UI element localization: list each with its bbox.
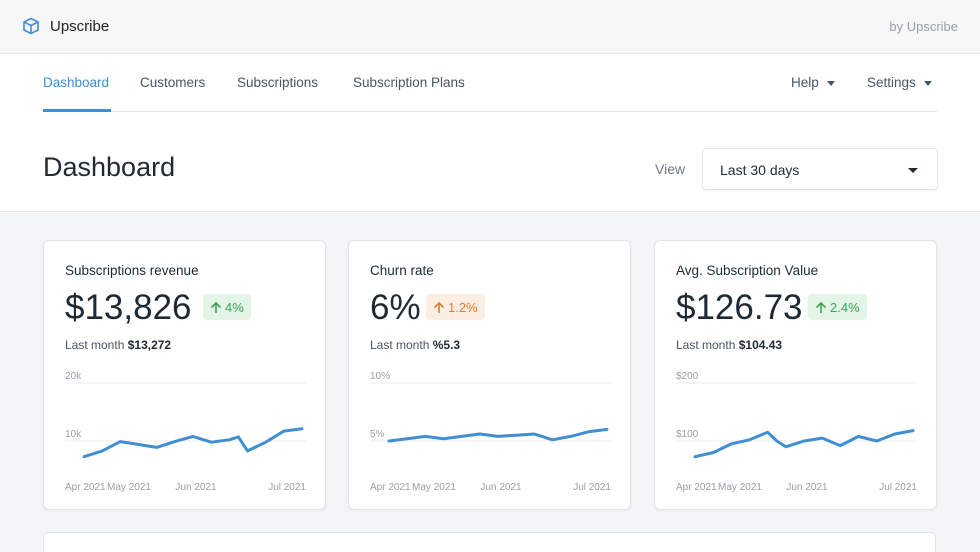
metric-card-churn: Churn rate 6% 1.2% Last month %5.3 10% 5%…: [348, 240, 631, 510]
main-nav: Dashboard Customers Subscriptions Subscr…: [43, 54, 937, 112]
last-month-value: $104.43: [738, 338, 783, 352]
x-tick-label: Jul 2021: [879, 482, 917, 493]
change-badge: 2.4%: [808, 294, 867, 320]
active-tab-indicator: [43, 109, 111, 112]
last-month-value: %5.3: [432, 338, 461, 352]
last-month: Last month $104.43: [676, 338, 782, 352]
chevron-down-icon: [908, 168, 918, 173]
card-value: $13,826: [65, 288, 192, 327]
last-month-label: Last month: [65, 338, 125, 352]
series-line: [387, 427, 609, 443]
last-month: Last month $13,272: [65, 338, 171, 352]
card-value: 6%: [370, 288, 421, 327]
last-month: Last month %5.3: [370, 338, 460, 352]
byline: by Upscribe: [889, 19, 958, 34]
view-label: View: [655, 161, 686, 177]
nav-item-settings[interactable]: Settings: [867, 75, 932, 90]
change-value: 4%: [225, 299, 244, 315]
y-tick-label: 20k: [65, 371, 82, 382]
card-value: $126.73: [676, 288, 803, 327]
y-tick-label: $200: [676, 371, 699, 382]
change-badge: 1.2%: [426, 294, 485, 320]
y-tick-label: $100: [676, 429, 699, 440]
arrow-up-icon: [815, 301, 827, 313]
change-value: 1.2%: [448, 299, 478, 315]
nav-item-subscriptions[interactable]: Subscriptions: [237, 75, 319, 90]
card-title: Subscriptions revenue: [65, 263, 199, 278]
x-tick-label: Apr 2021: [65, 482, 106, 493]
arrow-up-icon: [210, 301, 222, 313]
series-line: [82, 427, 304, 459]
help-label: Help: [791, 75, 819, 90]
revenue-chart: 20k 10k Apr 2021 May 2021 Jun 2021 Jul 2021: [65, 371, 306, 493]
series-line: [693, 429, 915, 459]
nav-item-subscription-plans[interactable]: Subscription Plans: [353, 75, 465, 90]
settings-label: Settings: [867, 75, 916, 90]
x-tick-label: Jun 2021: [175, 482, 217, 493]
y-tick-label: 10k: [65, 429, 82, 440]
x-tick-label: May 2021: [718, 482, 762, 493]
card-title: Churn rate: [370, 263, 434, 278]
brand[interactable]: Upscribe: [22, 17, 109, 35]
x-tick-label: May 2021: [412, 482, 456, 493]
app-name: Upscribe: [50, 17, 110, 35]
chevron-down-icon: [826, 80, 835, 86]
card-title: Avg. Subscription Value: [676, 263, 819, 278]
page-header: Dashboard Customers Subscriptions Subscr…: [0, 54, 980, 212]
bottom-card: [43, 532, 936, 552]
change-badge: 4%: [203, 294, 251, 320]
x-tick-label: Jul 2021: [268, 482, 306, 493]
change-value: 2.4%: [830, 299, 860, 315]
metric-card-revenue: Subscriptions revenue $13,826 4% Last mo…: [43, 240, 326, 510]
avg-value-chart: $200 $100 Apr 2021 May 2021 Jun 2021 Jul 2021: [676, 371, 917, 493]
x-tick-label: May 2021: [107, 482, 151, 493]
cube-icon: [23, 17, 39, 35]
date-range-value: Last 30 days: [720, 162, 800, 178]
x-tick-label: Jul 2021: [573, 482, 611, 493]
x-tick-label: Jun 2021: [786, 482, 828, 493]
churn-chart: 10% 5% Apr 2021 May 2021 Jun 2021 Jul 2021: [370, 371, 611, 493]
x-tick-label: Apr 2021: [370, 482, 411, 493]
page-title: Dashboard: [43, 152, 176, 182]
nav-item-customers[interactable]: Customers: [140, 75, 206, 90]
last-month-value: $13,272: [127, 338, 172, 352]
nav-item-help[interactable]: Help: [791, 75, 835, 90]
metric-card-avg-value: Avg. Subscription Value $126.73 2.4% Las…: [654, 240, 937, 510]
last-month-label: Last month: [370, 338, 430, 352]
date-range-select[interactable]: Last 30 days: [702, 148, 938, 190]
last-month-label: Last month: [676, 338, 736, 352]
arrow-up-icon: [433, 301, 445, 313]
nav-item-dashboard[interactable]: Dashboard: [43, 75, 110, 90]
x-tick-label: Apr 2021: [676, 482, 717, 493]
x-tick-label: Jun 2021: [480, 482, 522, 493]
y-tick-label: 5%: [370, 429, 385, 440]
y-tick-label: 10%: [370, 371, 390, 382]
chevron-down-icon: [923, 80, 932, 86]
top-bar: Upscribe by Upscribe: [0, 0, 980, 54]
